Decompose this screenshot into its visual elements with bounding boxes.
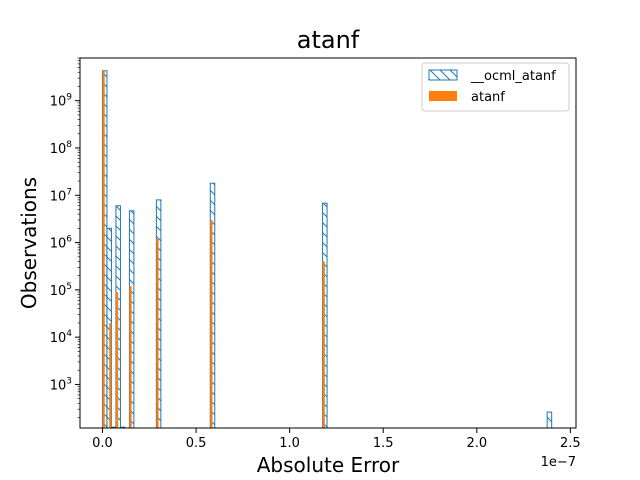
y-tick-label: 105 xyxy=(50,282,72,299)
x-axis-label: Absolute Error xyxy=(257,453,400,477)
y-tick-label: 108 xyxy=(50,140,73,157)
bar-atanf-3 xyxy=(129,286,132,428)
x-tick-label: 0.0 xyxy=(92,436,113,451)
x-tick-label: 2.5 xyxy=(560,436,581,451)
plot-frame xyxy=(79,57,577,429)
x-offset-label: 1e−7 xyxy=(541,455,576,470)
y-axis: 103 104 105 106 107 108 109 xyxy=(50,57,80,418)
x-axis: 0.0 0.5 1.0 1.5 2.0 2.5 xyxy=(92,428,581,451)
bar-atanf-2 xyxy=(115,292,119,428)
y-tick-label: 107 xyxy=(50,187,72,204)
y-tick-label: 103 xyxy=(50,376,72,393)
legend-swatch-ocml-atanf xyxy=(428,69,458,81)
x-tick-label: 2.0 xyxy=(466,436,487,451)
legend-label-atanf: atanf xyxy=(471,90,505,105)
y-tick-label: 104 xyxy=(50,329,73,346)
bar-atanf-6 xyxy=(322,261,325,428)
bar-atanf-4 xyxy=(156,238,159,428)
legend: __ocml_atanf atanf xyxy=(421,62,570,112)
bar-atanf-0 xyxy=(102,70,105,428)
y-tick-label: 106 xyxy=(50,235,73,252)
x-tick-label: 1.5 xyxy=(373,436,394,451)
x-tick-label: 0.5 xyxy=(186,436,207,451)
legend-label-ocml-atanf: __ocml_atanf xyxy=(470,69,556,84)
bar-atanf-1 xyxy=(109,322,112,428)
x-tick-label: 1.0 xyxy=(279,436,300,451)
bar-atanf-5 xyxy=(210,220,213,428)
plot-area xyxy=(101,70,553,429)
y-axis-label: Observations xyxy=(17,177,41,309)
y-tick-label: 109 xyxy=(50,93,73,110)
chart-title: atanf xyxy=(297,26,360,54)
legend-swatch-atanf xyxy=(429,91,457,101)
legend-box xyxy=(421,62,570,112)
bar-ocml-atanf-9 xyxy=(546,411,553,429)
